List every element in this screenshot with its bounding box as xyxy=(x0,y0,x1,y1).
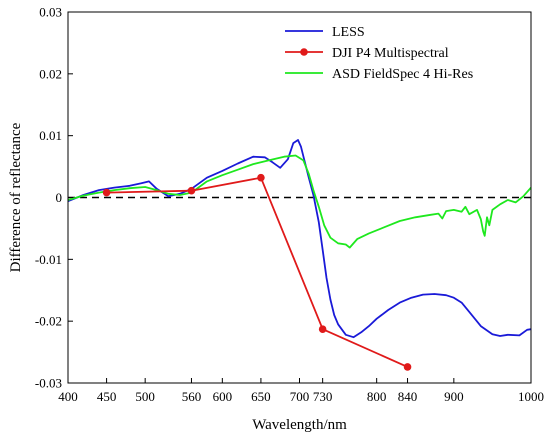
x-tick-label: 450 xyxy=(97,389,117,404)
x-tick-label: 1000 xyxy=(518,389,544,404)
legend-label-asd-fieldspec-4-hi-res: ASD FieldSpec 4 Hi-Res xyxy=(332,67,473,82)
data-point-dji-p4-multispectral xyxy=(187,186,196,195)
data-point-dji-p4-multispectral xyxy=(257,173,265,182)
legend-label-less: LESS xyxy=(332,25,365,40)
y-tick-label: -0.03 xyxy=(35,376,62,391)
legend-marker-dji-p4-multispectral xyxy=(300,48,308,56)
y-tick-label: 0 xyxy=(56,190,63,205)
series-layer xyxy=(68,139,531,371)
series-line-asd-fieldspec-4-hi-res xyxy=(68,154,531,249)
y-axis-title: Difference of reflectance xyxy=(8,122,24,272)
y-tick-label: 0.03 xyxy=(39,5,62,20)
x-tick-label: 700 xyxy=(290,389,310,404)
y-tick-label: 0.02 xyxy=(39,66,62,81)
axis-ticks: 400 450 500 560 600 650 700 730 800 840 900 1000 -0.… xyxy=(35,5,544,405)
x-tick-label: 500 xyxy=(135,389,155,404)
y-tick-label: -0.02 xyxy=(35,314,62,329)
x-tick-label: 800 xyxy=(367,389,387,404)
y-tick-label: -0.01 xyxy=(35,252,62,267)
data-point-dji-p4-multispectral xyxy=(403,363,412,371)
x-tick-label: 900 xyxy=(444,389,464,404)
legend-label-dji-p4-multispectral: DJI P4 Multispectral xyxy=(332,46,449,61)
series-line-dji-p4-multispectral xyxy=(106,176,408,368)
x-tick-label: 600 xyxy=(213,389,233,404)
series-line-less xyxy=(68,139,531,339)
x-axis-title: Wavelength/nm xyxy=(252,417,347,433)
x-tick-label: 400 xyxy=(58,389,78,404)
x-tick-label: 840 xyxy=(398,389,418,404)
data-point-dji-p4-multispectral xyxy=(102,188,111,197)
x-tick-label: 730 xyxy=(313,389,333,404)
legend: LESS DJI P4 Multispectral ASD FieldSpec 4 … xyxy=(285,25,473,82)
data-point-dji-p4-multispectral xyxy=(318,325,327,334)
x-tick-label: 650 xyxy=(251,389,271,404)
y-tick-label: 0.01 xyxy=(39,128,62,143)
x-tick-label: 560 xyxy=(182,389,202,404)
